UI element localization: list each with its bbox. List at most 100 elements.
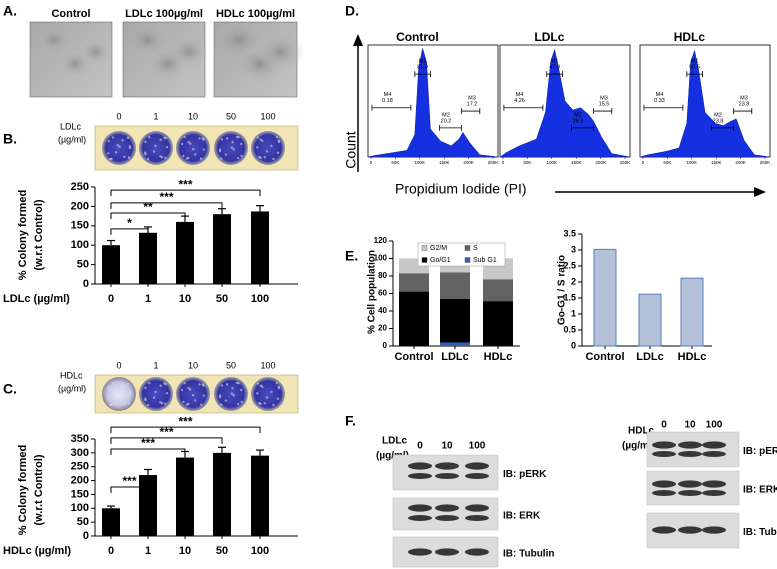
well-speckle: [194, 399, 197, 402]
well-speckle: [272, 403, 275, 407]
well-speckle: [164, 382, 167, 386]
dose-label: 50: [226, 111, 236, 121]
dose-label: 100: [260, 360, 275, 370]
y-tick-label: 1: [571, 308, 576, 318]
dose-label: 10: [441, 441, 453, 452]
well-speckle: [144, 152, 147, 156]
tick-label: 50K: [663, 160, 671, 165]
bar: [176, 221, 194, 284]
x-tick-label: 100: [251, 545, 269, 557]
blot-band: [465, 504, 489, 512]
y-axis-title: Go-G1 / S ratio: [557, 255, 568, 325]
probe-label: IB: ERK: [503, 511, 541, 522]
gate-value: 0.33: [654, 98, 665, 104]
significance-bracket: [110, 437, 223, 444]
y-tick-label: 250: [71, 181, 89, 193]
significance-label: ***: [141, 436, 155, 450]
y-tick-label: 150: [71, 488, 89, 500]
well-speckle: [220, 384, 224, 387]
x-axis-title: LDLc (µg/ml): [3, 293, 70, 305]
arrow-head: [353, 34, 363, 46]
well: [139, 131, 173, 165]
probe-label: IB: ERK: [743, 485, 777, 496]
y-tick-label: 40: [378, 306, 387, 315]
well-speckle: [225, 137, 229, 140]
well-speckle: [258, 155, 261, 159]
well-speckle: [192, 147, 195, 151]
well-speckle: [107, 152, 110, 155]
dose-label: 100: [260, 111, 275, 121]
dose-label: 50: [226, 360, 236, 370]
well-speckle: [231, 141, 234, 144]
well-speckle: [230, 392, 234, 395]
tick-label: 100K: [547, 160, 558, 165]
blot-band: [408, 473, 432, 479]
blot-band: [652, 526, 676, 534]
x-tick-label: 10: [179, 293, 191, 305]
well-speckle: [127, 156, 131, 159]
bar-segment: [440, 272, 470, 299]
well-speckle: [276, 397, 280, 400]
y-tick-label: 1.5: [563, 292, 576, 302]
well-speckle: [265, 150, 269, 153]
gate-value: 4.26: [514, 98, 525, 104]
blot-band: [408, 504, 432, 512]
significance-bracket: [110, 212, 186, 219]
y-axis-title: % Colony formed: [17, 190, 29, 280]
well-speckle: [159, 155, 162, 158]
well: [139, 377, 173, 411]
y-tick-label: 200: [71, 474, 89, 486]
blot-membrane: [646, 470, 740, 506]
gate-value: 23.8: [713, 118, 724, 124]
blot-band: [702, 451, 726, 457]
well-speckle: [265, 396, 269, 399]
tick-label: 100K: [415, 160, 426, 165]
tick-label: 100K: [687, 160, 698, 165]
error-bar: [107, 239, 115, 246]
histogram-shape: [639, 49, 771, 158]
blot-membrane: [646, 431, 740, 468]
well-speckle: [237, 135, 240, 139]
y-tick-label: 350: [71, 433, 89, 445]
blot-treatment: (µg/ml): [376, 451, 409, 462]
tick-label: 250K: [488, 160, 499, 165]
well-speckle: [261, 385, 264, 389]
colony: [168, 36, 209, 68]
error-bar: [144, 468, 152, 476]
well-speckle: [270, 390, 273, 394]
well-speckle: [118, 145, 121, 149]
blot-band: [678, 490, 702, 496]
gate-value: 47.9: [549, 65, 560, 71]
panel-letter: F.: [345, 413, 356, 429]
well-speckle: [123, 155, 126, 158]
significance-label: ***: [178, 177, 192, 191]
blot-band: [702, 526, 726, 534]
tick-label: 200K: [735, 160, 746, 165]
gate-name: M3: [740, 96, 748, 102]
y-tick-label: 2: [571, 276, 576, 286]
tick-label: 50K: [523, 160, 531, 165]
blot-treatment: LDLc: [382, 436, 407, 447]
micrograph-title: HDLc 100µg/ml: [216, 8, 295, 20]
dose-label: 0: [116, 360, 121, 370]
blot-band: [465, 515, 489, 521]
bar-segment: [440, 298, 470, 343]
panel-letter: B.: [3, 131, 17, 147]
well-speckle: [230, 146, 234, 149]
blot-band: [652, 451, 676, 457]
well-speckle: [152, 396, 156, 399]
bar: [213, 452, 231, 536]
well-speckle: [187, 386, 190, 390]
well-speckle: [114, 151, 118, 154]
blot-band: [652, 490, 676, 496]
legend-swatch: [421, 245, 428, 251]
histogram-title: LDLc: [534, 30, 564, 44]
dose-label: 100: [706, 420, 723, 431]
gate-name: M2: [442, 112, 450, 118]
legend-label: Sub G1: [473, 257, 497, 264]
tick-label: 150K: [439, 160, 450, 165]
gate-name: M4: [656, 92, 664, 98]
y-tick-label: 20: [378, 324, 387, 333]
bar-segment: [483, 301, 513, 346]
blot-band: [435, 504, 459, 512]
